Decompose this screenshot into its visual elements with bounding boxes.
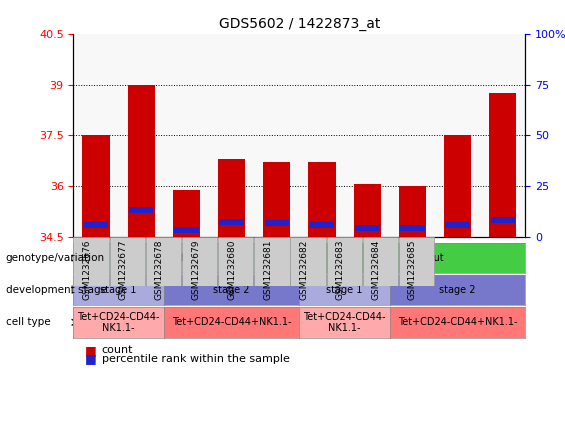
- Bar: [444, 135, 471, 237]
- Text: GSM1232677: GSM1232677: [119, 239, 128, 300]
- Bar: [264, 220, 289, 226]
- Bar: [400, 225, 425, 231]
- Text: stage 2: stage 2: [214, 285, 250, 295]
- Text: stage 1: stage 1: [101, 285, 137, 295]
- Text: ■: ■: [85, 344, 97, 357]
- FancyBboxPatch shape: [146, 237, 181, 286]
- Text: Id3 knockout: Id3 knockout: [381, 253, 444, 263]
- FancyBboxPatch shape: [110, 237, 145, 286]
- Bar: [219, 219, 244, 225]
- Bar: [263, 162, 290, 237]
- Text: ■: ■: [85, 352, 97, 365]
- Text: percentile rank within the sample: percentile rank within the sample: [102, 354, 290, 364]
- Bar: [399, 186, 426, 237]
- Text: count: count: [102, 345, 133, 355]
- Text: GSM1232684: GSM1232684: [372, 239, 381, 299]
- Text: GSM1232683: GSM1232683: [336, 239, 345, 300]
- Text: Tet+CD24-CD44-
NK1.1-: Tet+CD24-CD44- NK1.1-: [303, 311, 386, 333]
- FancyBboxPatch shape: [254, 237, 289, 286]
- Bar: [174, 227, 199, 233]
- Text: GSM1232685: GSM1232685: [408, 239, 417, 300]
- Text: cell type: cell type: [6, 317, 50, 327]
- Text: stage 1: stage 1: [327, 285, 363, 295]
- Title: GDS5602 / 1422873_at: GDS5602 / 1422873_at: [219, 17, 380, 31]
- Bar: [84, 222, 108, 228]
- FancyBboxPatch shape: [290, 237, 325, 286]
- Bar: [129, 207, 154, 213]
- Bar: [445, 222, 470, 228]
- FancyBboxPatch shape: [327, 237, 362, 286]
- Bar: [354, 184, 381, 237]
- Bar: [310, 222, 334, 228]
- Text: GSM1232682: GSM1232682: [299, 239, 308, 299]
- Text: Tet+CD24-CD44-
NK1.1-: Tet+CD24-CD44- NK1.1-: [77, 311, 160, 333]
- Bar: [489, 93, 516, 237]
- Text: wild type: wild type: [164, 253, 208, 263]
- Text: GSM1232681: GSM1232681: [263, 239, 272, 300]
- FancyBboxPatch shape: [182, 237, 217, 286]
- Text: genotype/variation: genotype/variation: [6, 253, 105, 263]
- FancyBboxPatch shape: [218, 237, 253, 286]
- Bar: [173, 190, 200, 237]
- Text: stage 2: stage 2: [440, 285, 476, 295]
- Text: Tet+CD24-CD44+NK1.1-: Tet+CD24-CD44+NK1.1-: [398, 317, 518, 327]
- Bar: [128, 85, 155, 237]
- Text: development stage: development stage: [6, 285, 107, 295]
- Text: Tet+CD24-CD44+NK1.1-: Tet+CD24-CD44+NK1.1-: [172, 317, 292, 327]
- Text: GSM1232680: GSM1232680: [227, 239, 236, 300]
- Bar: [82, 135, 110, 237]
- Bar: [490, 217, 515, 223]
- Bar: [218, 159, 245, 237]
- FancyBboxPatch shape: [73, 237, 108, 286]
- Bar: [308, 162, 336, 237]
- FancyBboxPatch shape: [363, 237, 398, 286]
- Text: GSM1232679: GSM1232679: [191, 239, 200, 300]
- FancyBboxPatch shape: [399, 237, 434, 286]
- Bar: [355, 225, 380, 231]
- Text: GSM1232676: GSM1232676: [82, 239, 92, 300]
- Text: GSM1232678: GSM1232678: [155, 239, 164, 300]
